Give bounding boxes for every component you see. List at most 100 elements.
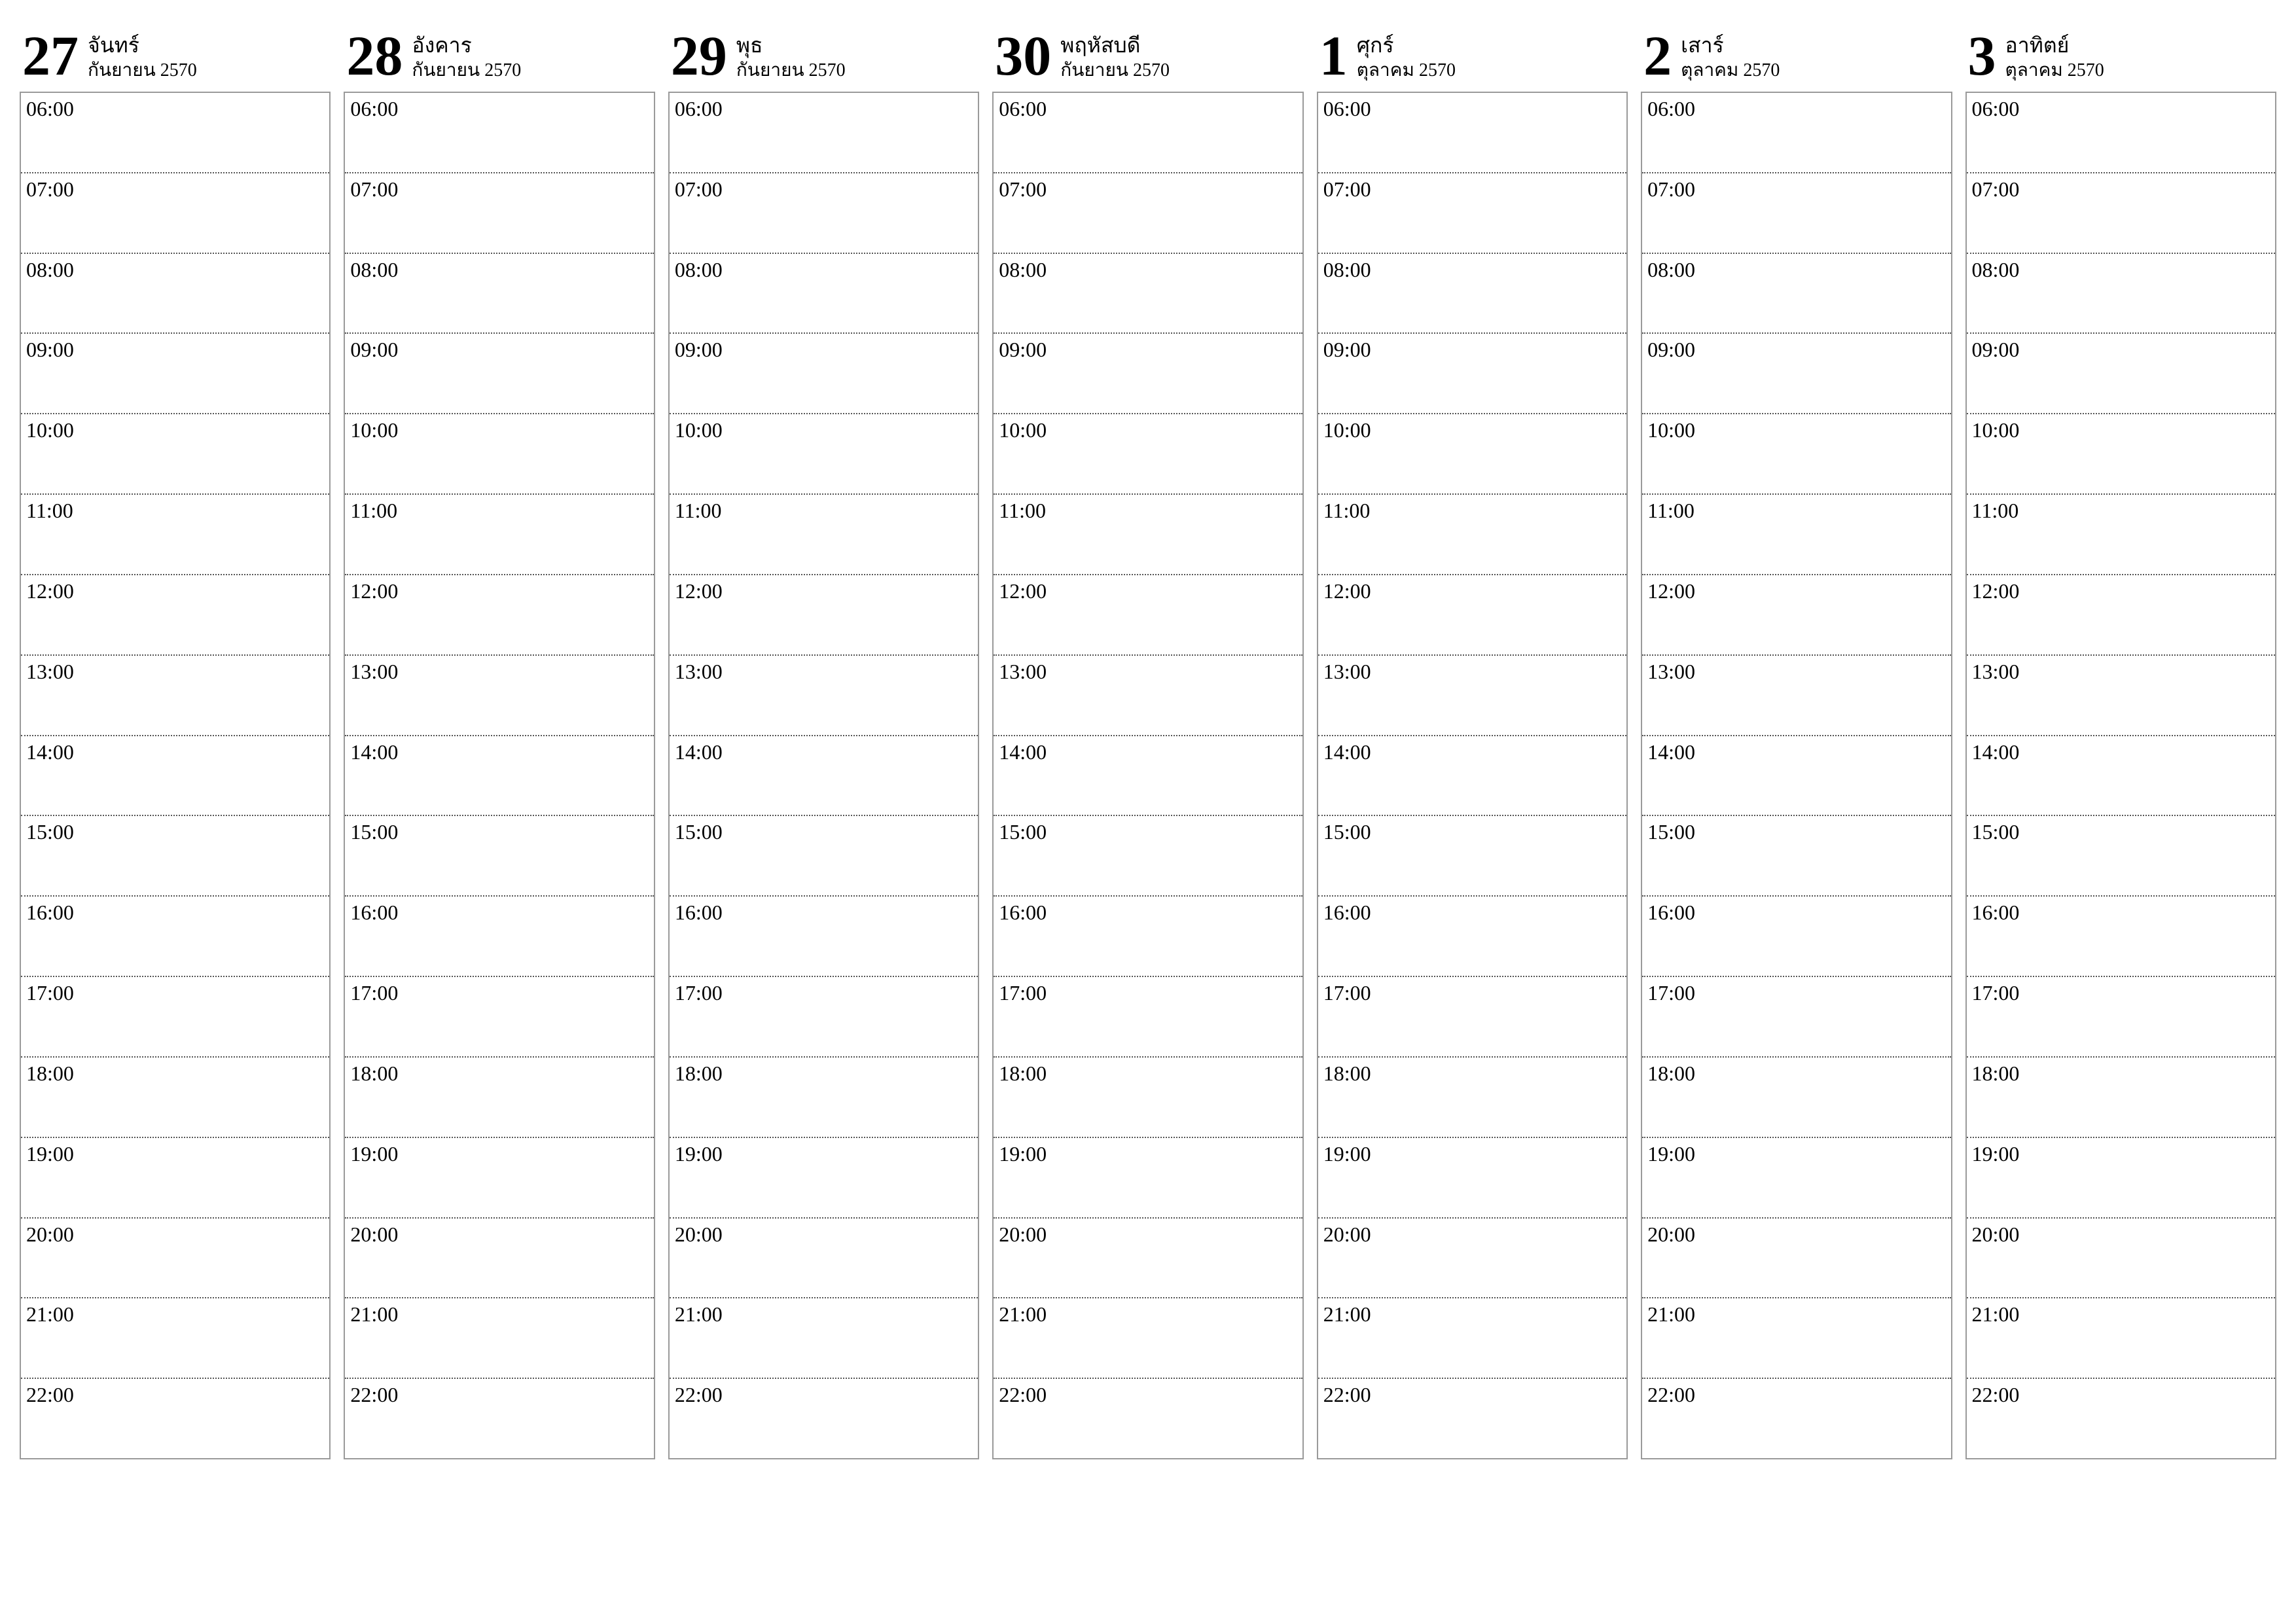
time-slot: 13:00 [994, 654, 1302, 735]
time-slot: 12:00 [1967, 574, 2275, 654]
time-slot: 14:00 [670, 735, 978, 815]
day-meta: จันทร์ กันยายน 2570 [88, 30, 197, 81]
time-slot: 07:00 [345, 172, 653, 253]
time-slots: 06:00 07:00 08:00 09:00 10:00 11:00 12:0… [668, 92, 979, 1459]
time-slot: 11:00 [21, 493, 329, 574]
day-date: ตุลาคม 2570 [1681, 61, 1780, 81]
time-slot: 21:00 [994, 1297, 1302, 1378]
time-slots: 06:00 07:00 08:00 09:00 10:00 11:00 12:0… [992, 92, 1303, 1459]
time-slot: 19:00 [1967, 1137, 2275, 1217]
time-slot: 06:00 [21, 93, 329, 172]
time-slot: 21:00 [1642, 1297, 1950, 1378]
time-slot: 15:00 [1642, 815, 1950, 895]
time-slot: 13:00 [670, 654, 978, 735]
day-number: 3 [1968, 27, 1996, 84]
day-column: 29 พุธ กันยายน 2570 06:00 07:00 08:00 09… [668, 20, 979, 1459]
time-slot: 13:00 [21, 654, 329, 735]
time-slot: 06:00 [345, 93, 653, 172]
time-slot: 17:00 [670, 976, 978, 1056]
time-slot: 13:00 [1642, 654, 1950, 735]
time-slot: 11:00 [1967, 493, 2275, 574]
day-weekday: อังคาร [412, 34, 521, 57]
time-slot: 20:00 [994, 1217, 1302, 1298]
time-slot: 06:00 [1642, 93, 1950, 172]
time-slot: 06:00 [994, 93, 1302, 172]
time-slot: 08:00 [1967, 253, 2275, 333]
day-date: ตุลาคม 2570 [1357, 61, 1456, 81]
time-slot: 07:00 [994, 172, 1302, 253]
time-slot: 22:00 [1967, 1378, 2275, 1458]
time-slot: 19:00 [1318, 1137, 1626, 1217]
time-slot: 16:00 [345, 895, 653, 976]
time-slot: 12:00 [345, 574, 653, 654]
time-slot: 20:00 [670, 1217, 978, 1298]
time-slot: 12:00 [21, 574, 329, 654]
time-slot: 22:00 [670, 1378, 978, 1458]
time-slot: 20:00 [1642, 1217, 1950, 1298]
day-column: 2 เสาร์ ตุลาคม 2570 06:00 07:00 08:00 09… [1641, 20, 1952, 1459]
day-header: 3 อาทิตย์ ตุลาคม 2570 [1965, 20, 2276, 92]
time-slot: 16:00 [21, 895, 329, 976]
time-slot: 15:00 [670, 815, 978, 895]
time-slot: 09:00 [994, 332, 1302, 413]
day-meta: พฤหัสบดี กันยายน 2570 [1060, 30, 1170, 81]
time-slot: 16:00 [670, 895, 978, 976]
time-slot: 17:00 [1967, 976, 2275, 1056]
time-slot: 19:00 [670, 1137, 978, 1217]
time-slot: 06:00 [1967, 93, 2275, 172]
time-slot: 10:00 [1967, 413, 2275, 493]
day-meta: เสาร์ ตุลาคม 2570 [1681, 30, 1780, 81]
time-slot: 13:00 [1967, 654, 2275, 735]
time-slot: 14:00 [1642, 735, 1950, 815]
time-slot: 09:00 [1967, 332, 2275, 413]
time-slot: 11:00 [670, 493, 978, 574]
time-slot: 19:00 [994, 1137, 1302, 1217]
time-slot: 22:00 [994, 1378, 1302, 1458]
time-slot: 12:00 [1642, 574, 1950, 654]
time-slot: 14:00 [1318, 735, 1626, 815]
time-slot: 16:00 [1967, 895, 2275, 976]
week-planner: 27 จันทร์ กันยายน 2570 06:00 07:00 08:00… [20, 20, 2276, 1459]
time-slot: 08:00 [1642, 253, 1950, 333]
day-header: 28 อังคาร กันยายน 2570 [344, 20, 655, 92]
time-slots: 06:00 07:00 08:00 09:00 10:00 11:00 12:0… [1965, 92, 2276, 1459]
time-slot: 18:00 [1642, 1056, 1950, 1137]
time-slot: 07:00 [1967, 172, 2275, 253]
time-slot: 13:00 [1318, 654, 1626, 735]
day-column: 28 อังคาร กันยายน 2570 06:00 07:00 08:00… [344, 20, 655, 1459]
time-slot: 10:00 [1318, 413, 1626, 493]
time-slot: 07:00 [1642, 172, 1950, 253]
time-slot: 21:00 [21, 1297, 329, 1378]
time-slot: 19:00 [1642, 1137, 1950, 1217]
time-slot: 12:00 [670, 574, 978, 654]
time-slot: 17:00 [1318, 976, 1626, 1056]
time-slot: 09:00 [1318, 332, 1626, 413]
time-slot: 14:00 [21, 735, 329, 815]
day-column: 30 พฤหัสบดี กันยายน 2570 06:00 07:00 08:… [992, 20, 1303, 1459]
day-weekday: จันทร์ [88, 34, 197, 57]
day-header: 1 ศุกร์ ตุลาคม 2570 [1317, 20, 1628, 92]
day-number: 28 [346, 27, 403, 84]
time-slot: 14:00 [1967, 735, 2275, 815]
day-meta: อังคาร กันยายน 2570 [412, 30, 521, 81]
day-number: 30 [995, 27, 1051, 84]
day-column: 27 จันทร์ กันยายน 2570 06:00 07:00 08:00… [20, 20, 331, 1459]
day-date: กันยายน 2570 [88, 61, 197, 81]
time-slot: 17:00 [994, 976, 1302, 1056]
time-slot: 20:00 [1967, 1217, 2275, 1298]
time-slot: 11:00 [994, 493, 1302, 574]
day-weekday: ศุกร์ [1357, 34, 1456, 57]
time-slot: 20:00 [345, 1217, 653, 1298]
day-meta: อาทิตย์ ตุลาคม 2570 [2005, 30, 2104, 81]
time-slot: 16:00 [994, 895, 1302, 976]
time-slot: 21:00 [1967, 1297, 2275, 1378]
time-slot: 12:00 [1318, 574, 1626, 654]
time-slot: 21:00 [670, 1297, 978, 1378]
time-slot: 09:00 [670, 332, 978, 413]
time-slot: 10:00 [994, 413, 1302, 493]
day-header: 27 จันทร์ กันยายน 2570 [20, 20, 331, 92]
time-slot: 10:00 [21, 413, 329, 493]
time-slot: 12:00 [994, 574, 1302, 654]
time-slot: 15:00 [21, 815, 329, 895]
time-slot: 08:00 [1318, 253, 1626, 333]
